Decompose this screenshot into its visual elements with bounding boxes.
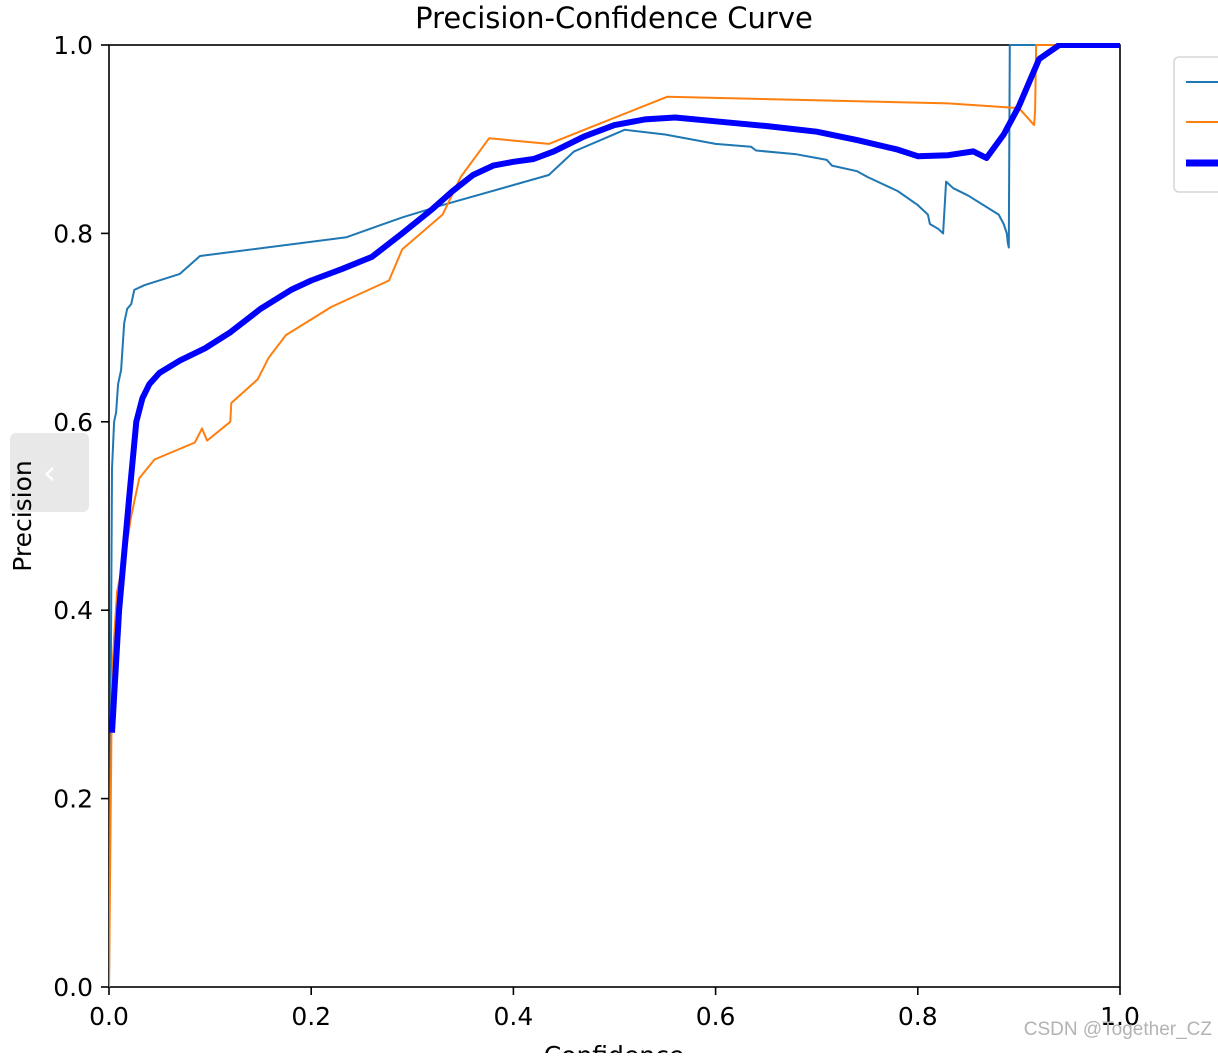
x-tick-label: 0.2 xyxy=(291,1002,331,1031)
y-tick-label: 0.8 xyxy=(53,219,93,248)
y-tick-label: 0.2 xyxy=(53,785,93,814)
y-tick-label: 1.0 xyxy=(53,31,93,60)
plot-frame xyxy=(108,44,1121,988)
previous-image-button[interactable]: ‹ xyxy=(10,433,89,512)
chart-title: Precision-Confidence Curve xyxy=(415,1,813,35)
series-line-1 xyxy=(109,44,1120,987)
x-tick-label: 1.0 xyxy=(1100,1002,1140,1031)
x-tick-label: 0.6 xyxy=(696,1002,736,1031)
watermark: CSDN @Together_CZ xyxy=(1023,1019,1212,1040)
y-tick-label: 0.4 xyxy=(53,596,93,625)
y-axis-label: Precision xyxy=(8,460,37,572)
chevron-left-icon: ‹ xyxy=(42,452,57,493)
y-tick-label: 0.0 xyxy=(53,973,93,1002)
series-line-3 xyxy=(109,43,1120,733)
x-tick-label: 0.4 xyxy=(494,1002,534,1031)
x-tick-label: 0.0 xyxy=(89,1002,129,1031)
legend xyxy=(1173,56,1218,193)
x-axis-label: Confidence xyxy=(544,1041,685,1053)
series-line-2 xyxy=(109,44,1120,987)
legend-box xyxy=(1173,56,1218,193)
x-tick-label: 0.8 xyxy=(898,1002,938,1031)
y-tick-label: 0.6 xyxy=(53,408,93,437)
